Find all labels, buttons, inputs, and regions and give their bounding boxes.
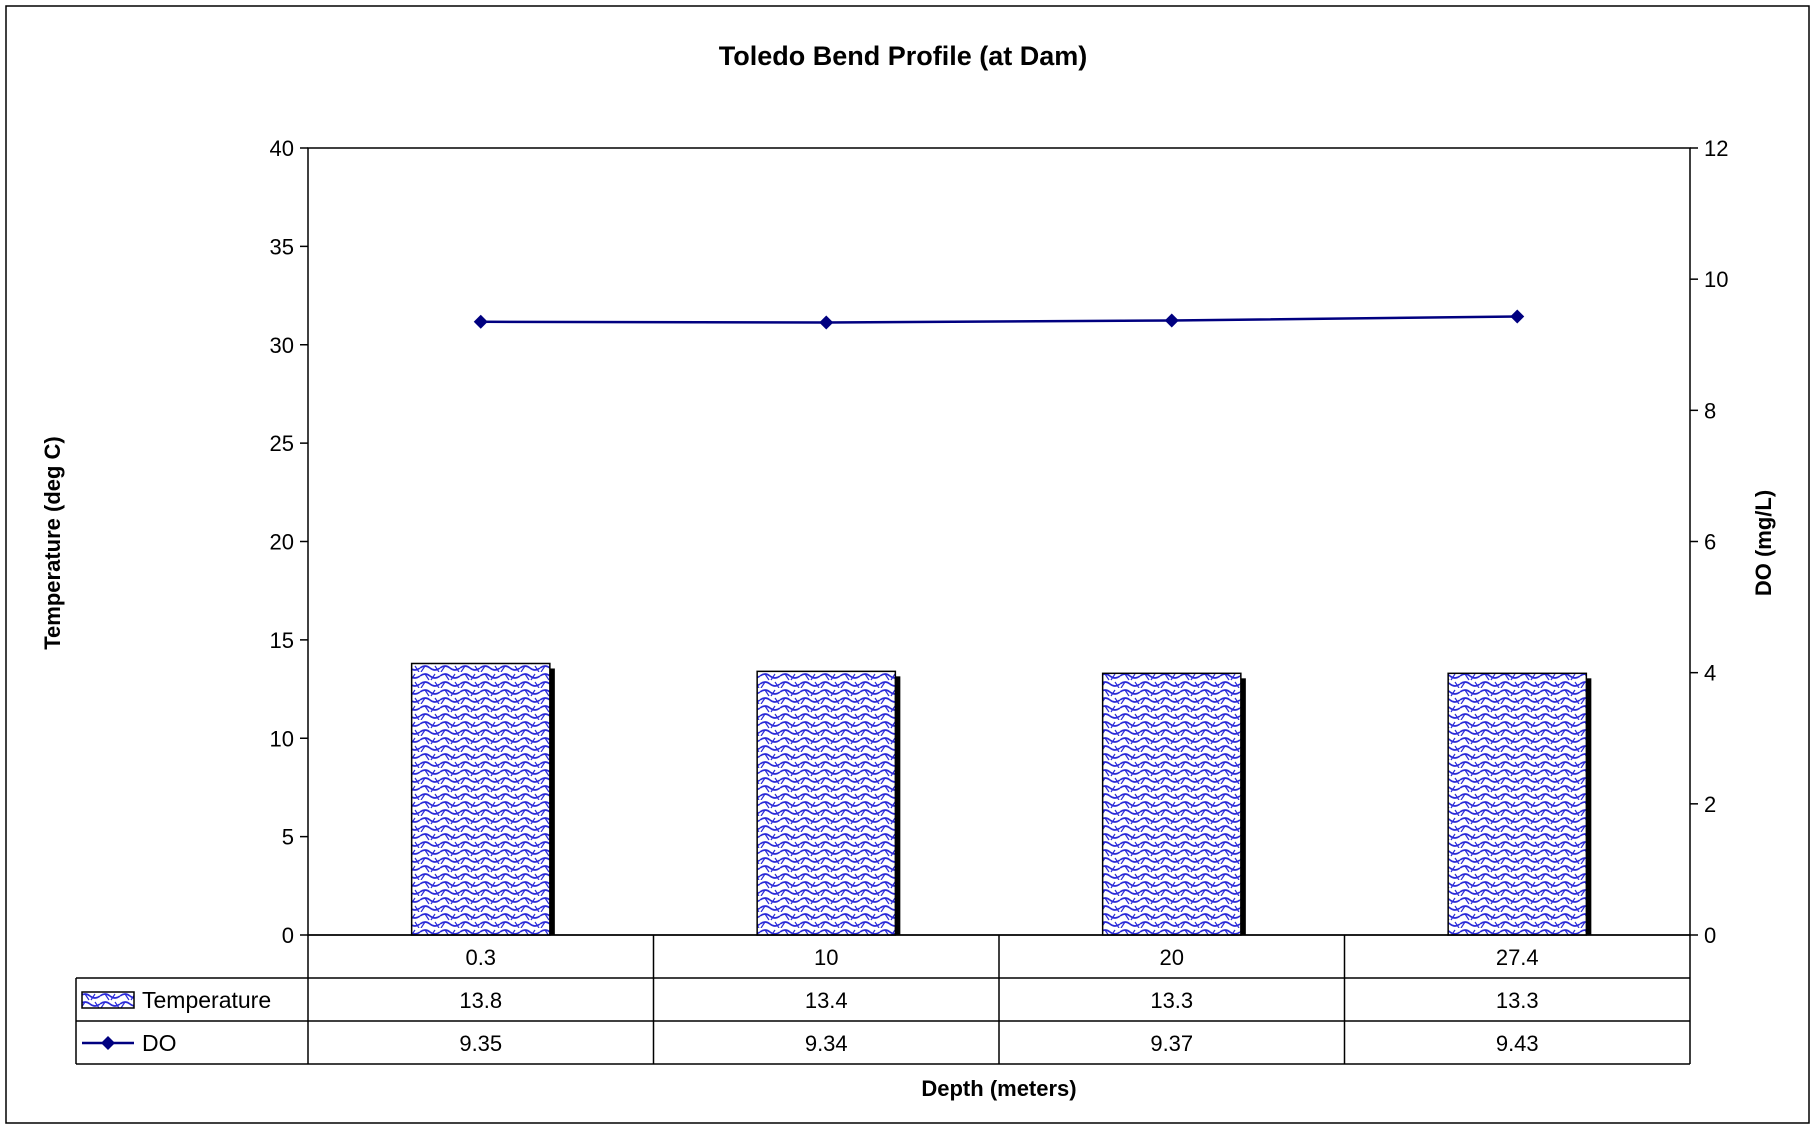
y-tick-label: 25 (270, 431, 294, 456)
x-tick-label: 20 (1160, 945, 1184, 970)
y-tick-label: 35 (270, 234, 294, 259)
y2-axis: 0 2 4 6 8 10 12 (1690, 136, 1728, 948)
do-series (473, 309, 1525, 330)
y-tick-label: 0 (282, 923, 294, 948)
y2-axis-label: DO (mg/L) (1751, 490, 1776, 596)
y2-tick-label: 12 (1704, 136, 1728, 161)
y-tick-label: 40 (270, 136, 294, 161)
data-label: 9.34 (805, 1031, 848, 1056)
data-table: 0.3 10 20 27.4 Temperature 13.8 13.4 13.3 13.3 DO… (75, 934, 1691, 1065)
y2-tick-label: 2 (1704, 792, 1716, 817)
data-label: 13.4 (805, 988, 848, 1013)
temperature-bar (1447, 672, 1588, 936)
legend-label: Temperature (142, 987, 271, 1013)
chart-title: Toledo Bend Profile (at Dam) (719, 41, 1088, 71)
y-tick-label: 15 (270, 628, 294, 653)
x-tick-label: 0.3 (465, 945, 496, 970)
data-label: 9.37 (1150, 1031, 1193, 1056)
temperature-bar (756, 670, 897, 936)
temperature-bar (410, 662, 551, 936)
y-tick-label: 5 (282, 825, 294, 850)
x-tick-label: 10 (814, 945, 838, 970)
y2-tick-label: 6 (1704, 530, 1716, 555)
do-point (819, 315, 834, 330)
y2-tick-label: 4 (1704, 661, 1716, 686)
y-tick-label: 20 (270, 530, 294, 555)
y-axis-label: Temperature (deg C) (40, 436, 65, 650)
data-label: 13.8 (459, 988, 502, 1013)
data-label: 13.3 (1496, 988, 1539, 1013)
data-label: 9.43 (1496, 1031, 1539, 1056)
do-line (480, 315, 1518, 324)
legend-key-do-marker (101, 1036, 115, 1050)
y2-tick-label: 0 (1704, 923, 1716, 948)
legend-label: DO (142, 1030, 177, 1056)
x-axis-label: Depth (meters) (921, 1076, 1076, 1101)
do-point (1510, 309, 1525, 324)
do-point (473, 314, 488, 329)
y2-tick-label: 10 (1704, 267, 1728, 292)
y2-tick-label: 8 (1704, 398, 1716, 423)
temperature-bar (1101, 672, 1242, 936)
y-tick-label: 10 (270, 726, 294, 751)
y-tick-label: 30 (270, 333, 294, 358)
temperature-bars (410, 662, 1592, 936)
legend-key-temperature (81, 991, 135, 1009)
y-axis: 0 5 10 15 20 25 30 35 40 (270, 136, 308, 948)
x-tick-label: 27.4 (1496, 945, 1539, 970)
data-label: 9.35 (459, 1031, 502, 1056)
data-label: 13.3 (1150, 988, 1193, 1013)
do-point (1164, 313, 1179, 328)
